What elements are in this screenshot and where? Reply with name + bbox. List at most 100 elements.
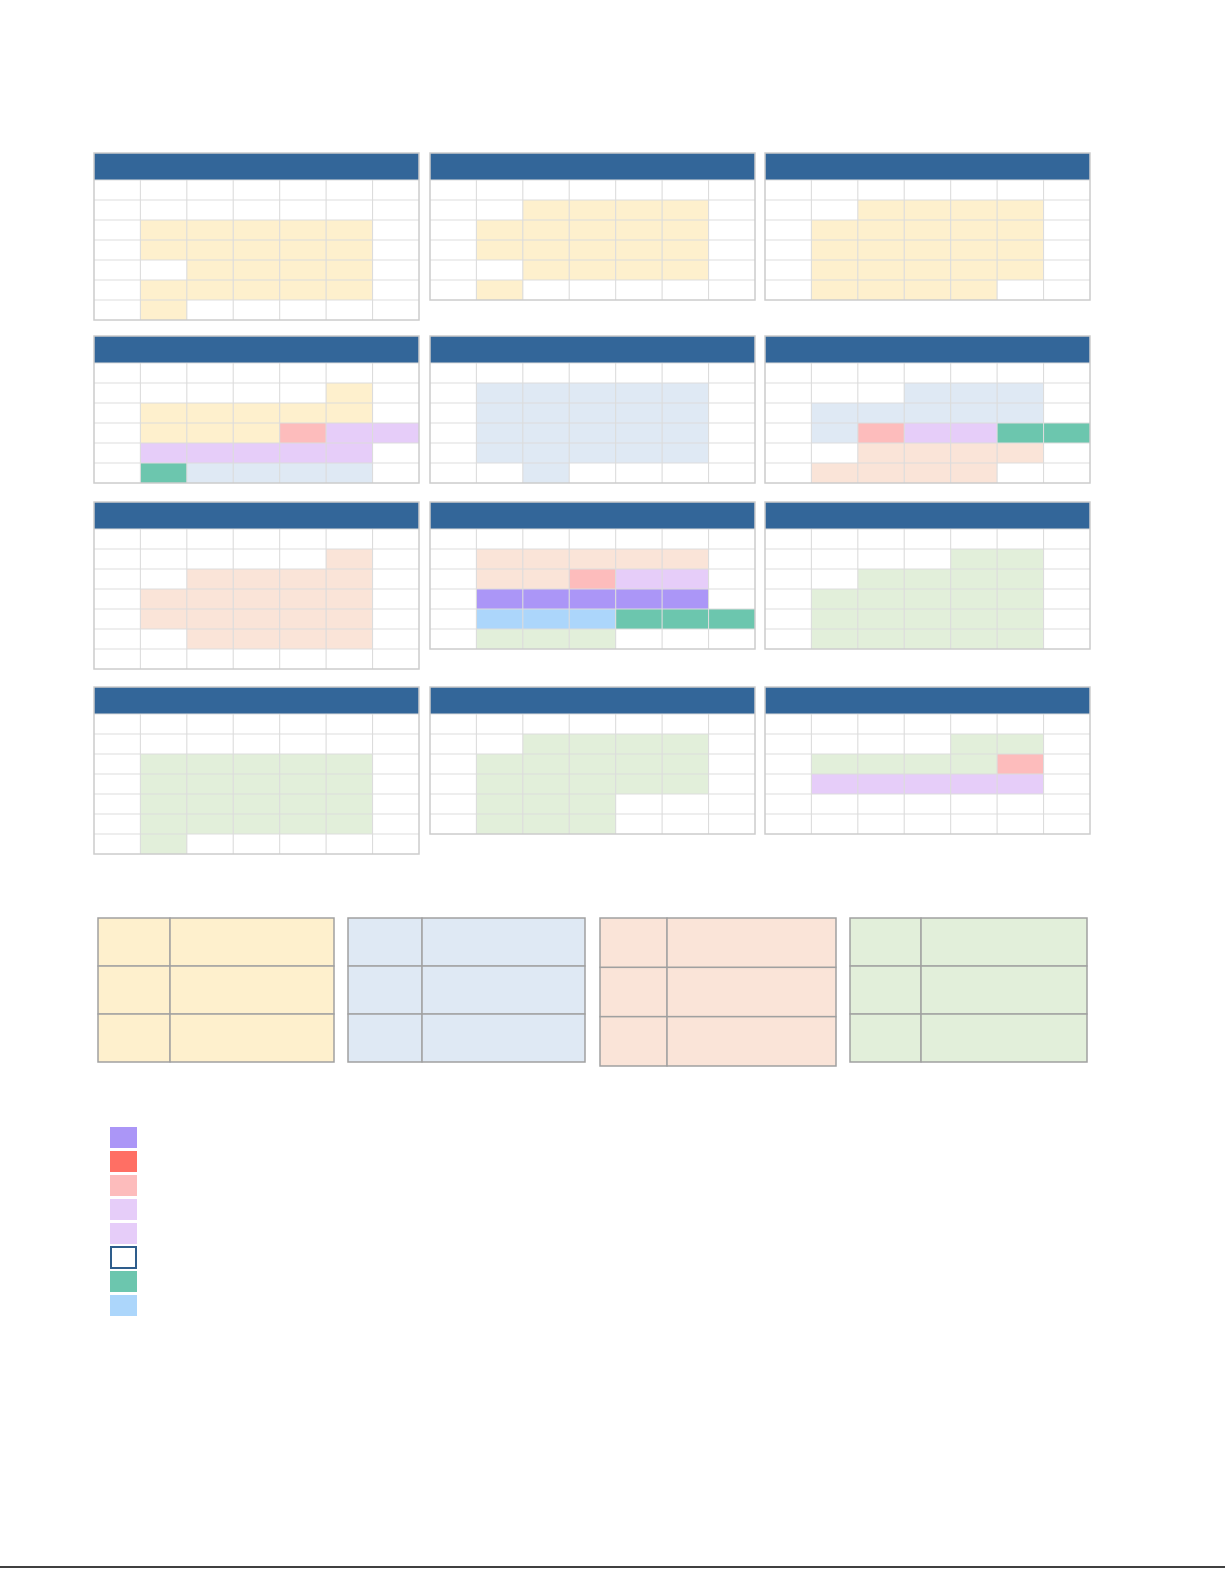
day-cell bbox=[615, 462, 663, 484]
legend-cell bbox=[421, 1013, 586, 1063]
day-cell bbox=[139, 239, 188, 261]
day-cell bbox=[372, 259, 420, 281]
day-cell bbox=[372, 279, 420, 301]
day-cell bbox=[522, 382, 570, 404]
day-cell bbox=[429, 568, 477, 590]
day-cell bbox=[615, 608, 663, 630]
key-swatch bbox=[110, 1175, 137, 1196]
day-cell bbox=[186, 362, 234, 384]
day-cell bbox=[429, 773, 477, 795]
day-cell bbox=[615, 219, 663, 241]
day-cell bbox=[903, 773, 952, 795]
day-cell bbox=[1043, 422, 1091, 444]
day-cell bbox=[186, 753, 234, 775]
day-cell bbox=[475, 813, 524, 835]
day-cell bbox=[857, 713, 905, 735]
day-cell bbox=[186, 628, 234, 650]
day-cell bbox=[764, 239, 812, 261]
day-cell bbox=[708, 422, 756, 444]
day-cell bbox=[857, 753, 905, 775]
day-cell bbox=[139, 362, 188, 384]
day-cell bbox=[232, 442, 281, 464]
day-cell bbox=[522, 713, 570, 735]
day-cell bbox=[764, 279, 812, 301]
day-cell bbox=[857, 548, 905, 570]
day-cell bbox=[950, 362, 998, 384]
day-cell bbox=[139, 462, 188, 484]
day-cell bbox=[232, 402, 281, 424]
day-cell bbox=[232, 833, 281, 855]
month-border bbox=[93, 152, 420, 321]
day-cell bbox=[764, 362, 812, 384]
day-cell bbox=[568, 402, 617, 424]
day-cell bbox=[522, 733, 570, 755]
month-header bbox=[430, 153, 755, 180]
day-cell bbox=[372, 362, 420, 384]
day-cell bbox=[1043, 219, 1091, 241]
day-cell bbox=[475, 402, 524, 424]
day-cell bbox=[139, 382, 188, 404]
key-swatch bbox=[110, 1223, 137, 1244]
legend-cell bbox=[849, 917, 922, 967]
day-cell bbox=[857, 199, 905, 221]
legend-cell bbox=[421, 965, 586, 1015]
day-cell bbox=[857, 362, 905, 384]
day-cell bbox=[903, 793, 952, 815]
day-cell bbox=[568, 279, 617, 301]
legend-cell bbox=[666, 917, 837, 969]
day-cell bbox=[708, 528, 756, 550]
day-cell bbox=[1043, 588, 1091, 610]
day-cell bbox=[186, 442, 234, 464]
day-cell bbox=[522, 608, 570, 630]
day-cell bbox=[93, 239, 141, 261]
day-cell bbox=[950, 199, 998, 221]
day-cell bbox=[950, 382, 998, 404]
key-swatch bbox=[110, 1246, 137, 1269]
day-cell bbox=[372, 753, 420, 775]
day-cell bbox=[661, 753, 710, 775]
day-cell bbox=[857, 442, 905, 464]
day-cell bbox=[325, 402, 374, 424]
day-cell bbox=[661, 528, 710, 550]
day-cell bbox=[372, 422, 420, 444]
day-cell bbox=[475, 259, 524, 281]
day-cell bbox=[810, 199, 859, 221]
day-cell bbox=[615, 628, 663, 650]
day-cell bbox=[186, 568, 234, 590]
day-cell bbox=[950, 442, 998, 464]
day-cell bbox=[708, 548, 756, 570]
day-cell bbox=[708, 279, 756, 301]
day-cell bbox=[764, 628, 812, 650]
day-cell bbox=[429, 442, 477, 464]
day-cell bbox=[615, 588, 663, 610]
day-cell bbox=[950, 813, 998, 835]
day-cell bbox=[522, 588, 570, 610]
day-cell bbox=[372, 733, 420, 755]
day-cell bbox=[996, 713, 1045, 735]
day-cell bbox=[372, 179, 420, 201]
day-cell bbox=[661, 259, 710, 281]
day-cell bbox=[139, 588, 188, 610]
day-cell bbox=[522, 568, 570, 590]
day-cell bbox=[810, 382, 859, 404]
key-swatch bbox=[110, 1199, 137, 1220]
day-cell bbox=[93, 402, 141, 424]
legend-cell bbox=[347, 917, 423, 967]
day-cell bbox=[232, 713, 281, 735]
day-cell bbox=[568, 733, 617, 755]
day-cell bbox=[522, 239, 570, 261]
day-cell bbox=[93, 362, 141, 384]
day-cell bbox=[372, 219, 420, 241]
day-cell bbox=[232, 548, 281, 570]
day-cell bbox=[857, 259, 905, 281]
day-cell bbox=[522, 402, 570, 424]
month-header bbox=[94, 336, 419, 363]
day-cell bbox=[429, 813, 477, 835]
day-cell bbox=[429, 199, 477, 221]
month-header bbox=[765, 687, 1090, 714]
day-cell bbox=[186, 199, 234, 221]
day-cell bbox=[1043, 753, 1091, 775]
day-cell bbox=[475, 773, 524, 795]
day-cell bbox=[764, 422, 812, 444]
day-cell bbox=[568, 528, 617, 550]
